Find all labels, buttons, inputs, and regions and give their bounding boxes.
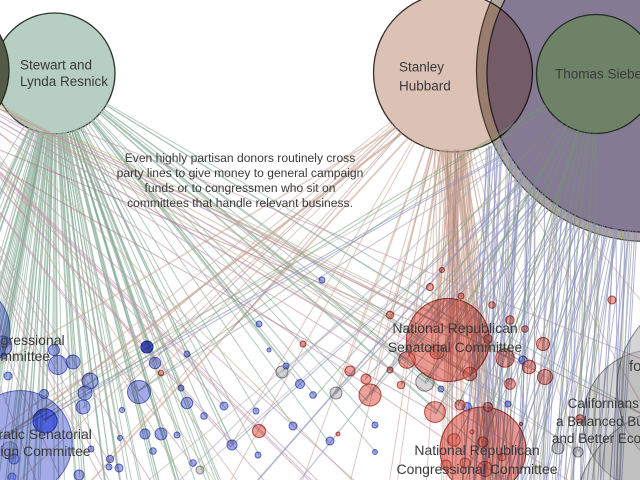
svg-text:Even highly partisan donors ro: Even highly partisan donors routinely cr… (125, 151, 356, 165)
svg-text:for: for (629, 358, 640, 375)
svg-text:Congressional Committee: Congressional Committee (396, 461, 557, 477)
svg-text:Campaign Committee: Campaign Committee (0, 443, 91, 459)
svg-text:Senatorial Committee: Senatorial Committee (388, 339, 523, 355)
svg-text:Hubbard: Hubbard (399, 79, 451, 94)
svg-text:and Better Economy: and Better Economy (552, 431, 640, 446)
svg-text:party lines to give money to g: party lines to give money to general cam… (117, 166, 364, 180)
svg-text:Thomas Siebel: Thomas Siebel (555, 67, 640, 82)
svg-text:Campaign Committee: Campaign Committee (0, 348, 50, 364)
svg-text:National Republican: National Republican (414, 442, 539, 458)
svg-text:funds or to congressmen who si: funds or to congressmen who sit on (145, 181, 336, 195)
svg-text:Democratic Senatorial: Democratic Senatorial (0, 426, 92, 442)
svg-text:Stewart and: Stewart and (20, 58, 92, 73)
svg-text:National Republican: National Republican (392, 320, 517, 336)
svg-text:Democratic Congressional: Democratic Congressional (0, 332, 65, 348)
svg-text:a Balanced Budget: a Balanced Budget (556, 414, 640, 429)
svg-text:Lynda Resnick: Lynda Resnick (20, 74, 108, 89)
svg-text:committees that handle relevan: committees that handle relevant business… (127, 196, 353, 210)
svg-text:Stanley: Stanley (399, 60, 444, 75)
svg-text:Californians for: Californians for (568, 396, 640, 411)
